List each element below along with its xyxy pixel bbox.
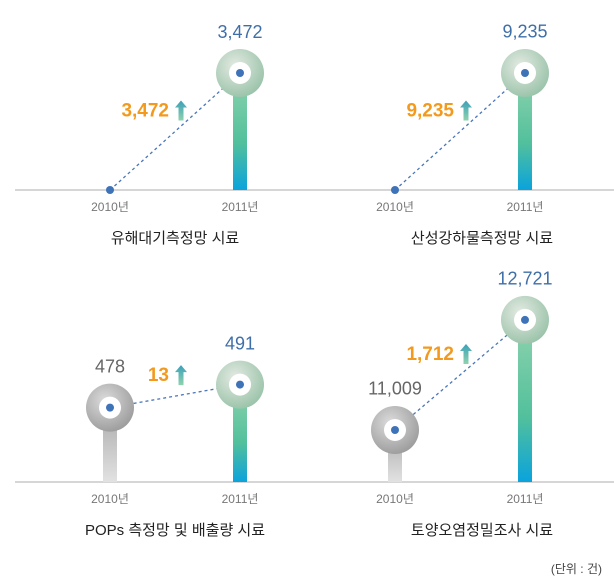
chart-title: 토양오염정밀조사 시료 — [411, 522, 553, 539]
change-label: 3,472 — [121, 101, 169, 122]
dot — [521, 315, 529, 324]
up-arrow — [175, 365, 187, 386]
dot — [391, 186, 399, 194]
up-arrow — [460, 100, 472, 121]
x-tick-label: 2010년 — [91, 492, 129, 506]
up-arrow — [175, 100, 187, 121]
value-label: 3,472 — [217, 22, 262, 42]
up-arrow — [460, 343, 472, 364]
chart-title: 산성강하물측정망 시료 — [411, 230, 553, 247]
value-label: 478 — [95, 356, 125, 376]
lollipop — [216, 360, 264, 482]
value-label: 9,235 — [502, 22, 547, 42]
stem — [518, 319, 532, 482]
lollipop — [106, 186, 114, 194]
dot — [106, 186, 114, 194]
stem — [233, 384, 247, 482]
value-label: 491 — [225, 333, 255, 353]
lollipop — [371, 405, 419, 482]
chart-title: 유해대기측정망 시료 — [111, 230, 240, 247]
lollipop — [501, 48, 549, 190]
change-label: 9,235 — [406, 101, 454, 122]
x-tick-label: 2010년 — [376, 200, 414, 214]
stem — [233, 73, 247, 190]
x-tick-label: 2011년 — [222, 200, 259, 214]
dot — [106, 403, 114, 412]
dot — [521, 68, 529, 77]
lollipop — [86, 383, 134, 482]
stem — [518, 72, 532, 190]
chart-title: POPs 측정망 및 배출량 시료 — [85, 522, 265, 539]
lollipop — [391, 186, 399, 194]
unit-note: (단위 : 건) — [551, 562, 602, 576]
lollipop — [216, 49, 264, 190]
x-tick-label: 2011년 — [222, 492, 259, 506]
connector — [394, 72, 526, 191]
connector — [394, 319, 526, 431]
dot — [236, 69, 244, 78]
value-label: 11,009 — [368, 379, 422, 399]
x-tick-label: 2011년 — [507, 200, 544, 214]
x-tick-label: 2010년 — [91, 200, 129, 214]
change-label: 1,712 — [406, 344, 454, 365]
value-label: 12,721 — [497, 269, 552, 289]
dot — [391, 425, 399, 434]
change-label: 13 — [148, 365, 169, 386]
x-tick-label: 2010년 — [376, 492, 414, 506]
lollipop — [501, 295, 549, 482]
connector — [109, 72, 241, 191]
x-tick-label: 2011년 — [507, 492, 544, 506]
dot — [236, 380, 244, 389]
